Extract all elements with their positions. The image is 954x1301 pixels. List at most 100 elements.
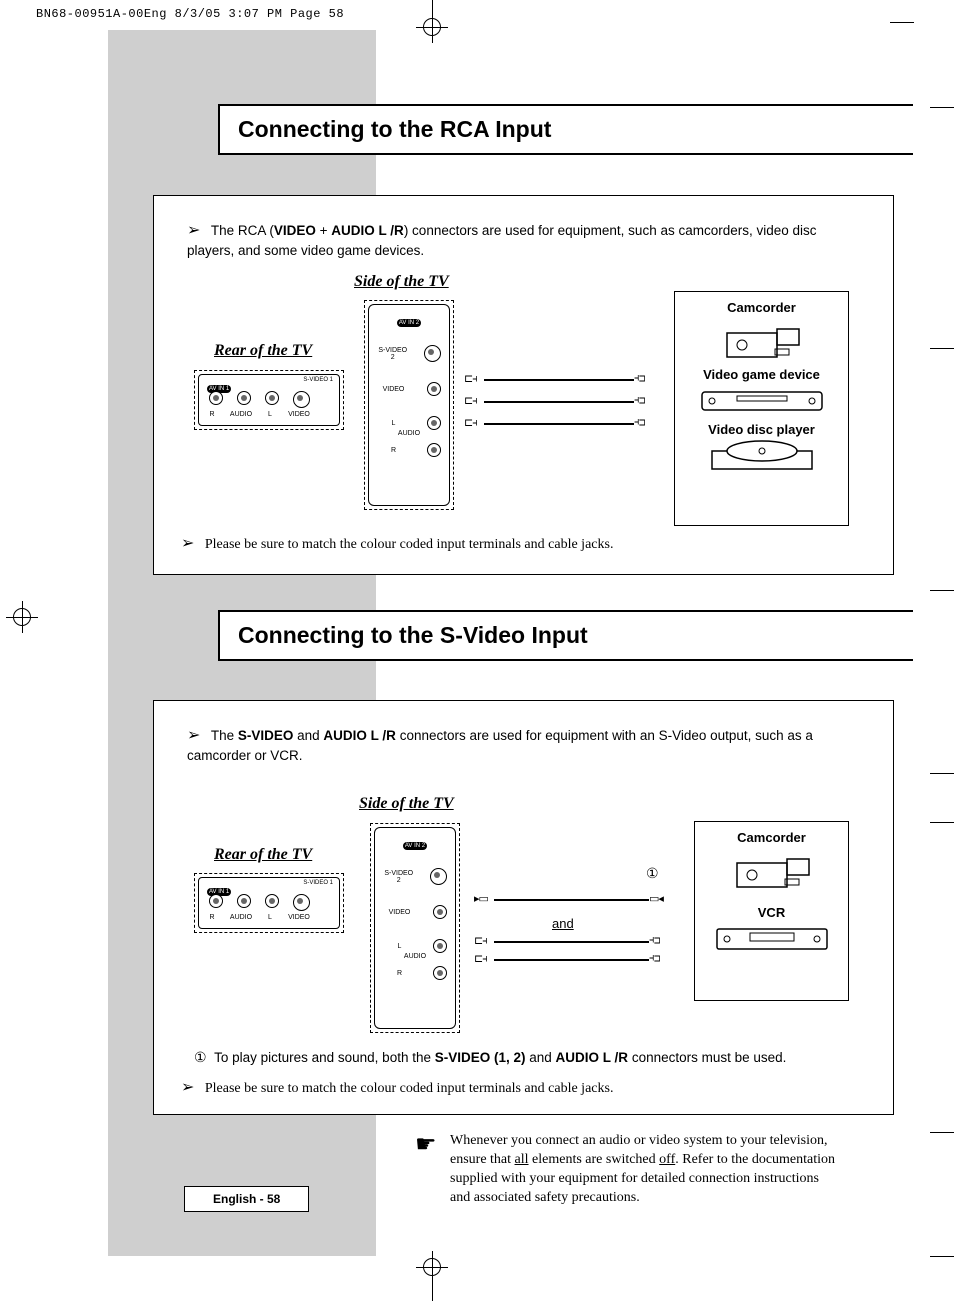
section2-note-row: ➢ Please be sure to match the colour cod… — [181, 1077, 613, 1097]
svideo-label: S-VIDEO 1 — [303, 377, 333, 383]
t: R — [384, 970, 416, 977]
t: VIDEO — [287, 411, 311, 418]
crop-cross — [432, 1251, 433, 1283]
crop-mark — [930, 107, 954, 108]
plug-icon: ⫞⊐ — [634, 416, 645, 429]
plug-icon: ⊏⫞ — [474, 952, 487, 966]
arrow-icon: ➢ — [181, 533, 194, 553]
plug-icon: ⊏⫞ — [464, 372, 477, 386]
vdp-label: Video disc player — [675, 422, 848, 437]
t: VIDEO — [384, 909, 416, 916]
r2: VIDEO — [369, 382, 449, 396]
t: S-VIDEO 2 — [377, 347, 409, 361]
t: elements are switched — [529, 1152, 660, 1167]
footer-note: Whenever you connect an audio or video s… — [450, 1132, 840, 1208]
cable — [494, 899, 649, 901]
cable — [484, 423, 634, 425]
r3: L — [369, 416, 449, 430]
camcorder-icon — [717, 319, 807, 361]
rear-of-tv-label2: Rear of the TV — [214, 846, 312, 864]
crop-mark — [930, 1132, 954, 1133]
svideo-jack — [430, 868, 447, 885]
camc2: Camcorder — [695, 830, 848, 845]
t: L — [384, 943, 416, 950]
side-panel: AV IN 2 S-VIDEO 2 VIDEO L AUDIO R — [364, 300, 454, 510]
section1-title: Connecting to the RCA Input — [238, 116, 895, 143]
side-panel2: AV IN 2 S-VIDEO 2 VIDEO L AUDIO R — [370, 823, 460, 1033]
cable — [484, 401, 634, 403]
cable — [494, 959, 649, 961]
t: VIDEO — [274, 223, 316, 238]
rear-panel2-bezel: AV IN 1 S-VIDEO 1 R AUDIO L VIDEO — [198, 877, 340, 929]
r1b: S-VIDEO 2 — [375, 868, 455, 885]
plug-icon: ⫞⊐ — [634, 394, 645, 407]
side-panel2-bezel: AV IN 2 S-VIDEO 2 VIDEO L AUDIO R — [374, 827, 456, 1029]
crop-cross — [432, 11, 433, 43]
plug-icon: ⊏⫞ — [464, 416, 477, 430]
footnote-row: ① To play pictures and sound, both the S… — [194, 1047, 864, 1068]
svideo-jack — [293, 894, 310, 911]
r2b: VIDEO — [375, 905, 455, 919]
plug-icon: ▸▭ — [474, 892, 488, 905]
jack — [265, 391, 279, 405]
section1-title-box: Connecting to the RCA Input — [218, 104, 913, 155]
vgd-label: Video game device — [675, 367, 848, 382]
t: R — [205, 914, 219, 921]
t: off — [659, 1152, 675, 1167]
jack — [209, 894, 223, 908]
jack-row — [209, 391, 310, 408]
t: AV IN 2 — [397, 319, 421, 327]
plug-icon: ⫞⊐ — [649, 952, 660, 965]
svideo-jack — [293, 391, 310, 408]
jack — [433, 966, 447, 980]
jack — [265, 894, 279, 908]
jack — [427, 416, 441, 430]
t: all — [515, 1152, 529, 1167]
device-column: Camcorder Video game device Video disc p… — [674, 291, 849, 526]
rear-of-tv-label: Rear of the TV — [214, 342, 312, 360]
crop-mark — [890, 22, 914, 23]
camcorder-icon — [727, 849, 817, 891]
jack — [433, 905, 447, 919]
jack — [427, 443, 441, 457]
t: To play pictures and sound, both the — [214, 1050, 435, 1065]
t: AUDIO L /R — [331, 223, 404, 238]
t: + — [316, 223, 331, 238]
plug-icon: ▭◂ — [649, 892, 663, 905]
plug-icon: ⫞⊐ — [634, 372, 645, 385]
vcr-icon — [712, 924, 832, 954]
t: AUDIO L /R — [323, 728, 396, 743]
circled-1: ① — [646, 865, 659, 882]
t: VIDEO — [378, 386, 410, 393]
t: The RCA ( — [211, 223, 274, 238]
t: S-VIDEO 2 — [383, 870, 415, 884]
t: VIDEO — [287, 914, 311, 921]
cable — [494, 941, 649, 943]
arrow-icon: ➢ — [187, 725, 200, 745]
t: L — [263, 914, 277, 921]
crop-mark — [930, 822, 954, 823]
t: L — [378, 420, 410, 427]
t: and — [293, 728, 323, 743]
section2-note: Please be sure to match the colour coded… — [205, 1081, 614, 1096]
arrow-icon: ➢ — [187, 220, 200, 240]
section1-intro: The RCA (VIDEO + AUDIO L /R) connectors … — [187, 223, 817, 258]
jack — [237, 391, 251, 405]
t: connectors must be used. — [628, 1050, 786, 1065]
rear-panel-bezel: AV IN 1 S-VIDEO 1 R AUDIO L VIDEO — [198, 374, 340, 426]
t: S-VIDEO (1, 2) — [435, 1050, 526, 1065]
crop-mark — [930, 773, 954, 774]
vcr-label: VCR — [695, 905, 848, 920]
jack — [433, 939, 447, 953]
plug-icon: ⊏⫞ — [464, 394, 477, 408]
crop-mark — [930, 348, 954, 349]
sv1: S-VIDEO 1 — [303, 880, 333, 886]
side-of-tv-label2: Side of the TV — [359, 795, 454, 813]
plug-icon: ⫞⊐ — [649, 934, 660, 947]
side-panel-bezel: AV IN 2 S-VIDEO 2 VIDEO L AUDIO R — [368, 304, 450, 506]
r4: R — [369, 443, 449, 457]
side-of-tv-label: Side of the TV — [354, 273, 449, 291]
t: AUDIO — [229, 411, 253, 418]
section2-title-box: Connecting to the S-Video Input — [218, 610, 913, 661]
rear-panel2: AV IN 1 S-VIDEO 1 R AUDIO L VIDEO — [194, 873, 344, 933]
